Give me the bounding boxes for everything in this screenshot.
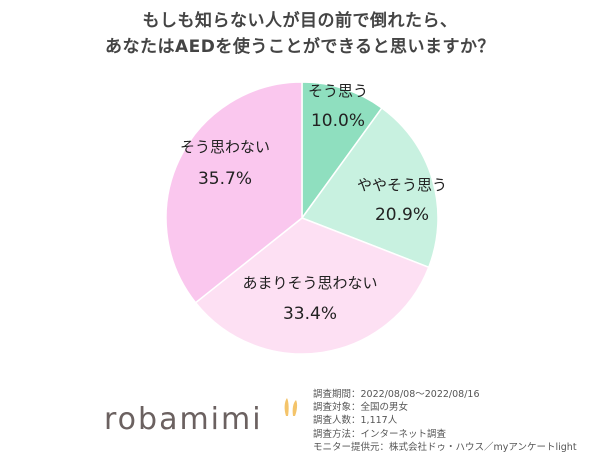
rabbit-ears-icon: [284, 398, 298, 416]
slice-value-2: 20.9%: [375, 205, 429, 225]
slice-value-1: 10.0%: [311, 111, 365, 131]
pie-slice-3: [194, 217, 430, 355]
pie-slice-2: [300, 106, 439, 269]
note-count: 調査人数：1,117人: [313, 415, 398, 427]
robamimi-logo: robamimi: [104, 402, 263, 437]
chart-title-line-1: もしも知らない人が目の前で倒れたら、: [142, 11, 458, 31]
chart-title-line-2: あなたはAEDを使うことができると思いますか？: [104, 37, 496, 57]
slice-label-4: そう思わない: [180, 138, 270, 156]
slice-value-3: 33.4%: [283, 304, 337, 324]
note-period: 調査期間：2022/08/08～2022/08/16: [313, 389, 480, 400]
note-provider: モニター提供元：株式会社ドゥ・ハウス／myアンケートlight: [313, 441, 577, 453]
survey-notes: 調査期間：2022/08/08～2022/08/16 調査対象：全国の男女 調査…: [313, 388, 577, 454]
note-target: 調査対象：全国の男女: [313, 402, 409, 414]
note-method: 調査方法：インターネット調査: [313, 428, 447, 440]
slice-label-3: あまりそう思わない: [242, 274, 377, 292]
pie-slice-1: [301, 81, 383, 221]
pie-slice-4: [165, 81, 303, 304]
slice-value-4: 35.7%: [198, 169, 252, 189]
slice-label-1: そう思う: [308, 82, 368, 100]
slice-label-2: ややそう思う: [357, 176, 447, 194]
